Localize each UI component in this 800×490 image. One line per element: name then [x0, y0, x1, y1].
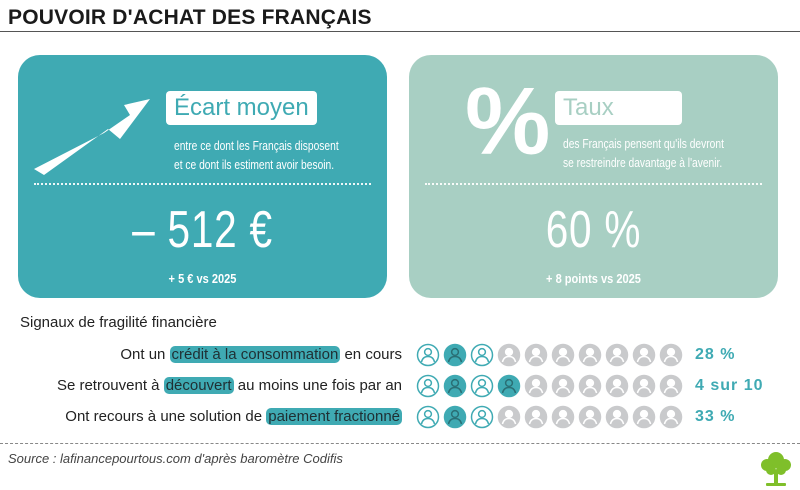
- person-icon: [524, 343, 548, 367]
- signal-value: 28 %: [695, 346, 736, 363]
- person-icon: [605, 374, 629, 398]
- person-icon: [443, 343, 467, 367]
- person-icon: [524, 374, 548, 398]
- rate-desc-line1: des Français pensent qu'ils devront: [563, 137, 724, 151]
- person-icon: [659, 374, 683, 398]
- restriction-rate-card: % Taux des Français pensent qu'ils devro…: [409, 55, 778, 298]
- person-icon: [497, 374, 521, 398]
- average-gap-desc-line1: entre ce dont les Français disposent: [174, 139, 339, 153]
- rate-desc-line2: se restreindre davantage à l'avenir.: [563, 156, 723, 170]
- person-icon: [551, 405, 575, 429]
- signal-label: Ont recours à une solution de paiement f…: [65, 408, 402, 425]
- signal-label-pre: Ont un: [120, 346, 170, 363]
- rate-value: 60 %: [545, 201, 642, 259]
- average-gap-card: Écart moyen entre ce dont les Français d…: [18, 55, 387, 298]
- signal-label-highlight: paiement fractionné: [266, 408, 402, 425]
- signal-value: 33 %: [695, 408, 736, 425]
- person-icon: [416, 405, 440, 429]
- signal-label-pre: Se retrouvent à: [56, 377, 164, 394]
- person-icon: [470, 343, 494, 367]
- rate-label: Taux: [555, 91, 682, 125]
- dotted-divider: [34, 183, 371, 185]
- person-icon: [524, 405, 548, 429]
- rising-arrow-icon: [34, 99, 150, 175]
- signal-label-highlight: découvert: [163, 377, 234, 394]
- person-icon: [632, 374, 656, 398]
- person-icon: [578, 374, 602, 398]
- person-icon: [605, 343, 629, 367]
- person-icon: [605, 405, 629, 429]
- average-gap-description: entre ce dont les Français disposent et …: [174, 137, 339, 175]
- signal-value: 4 sur 10: [695, 377, 764, 394]
- footer-divider: [0, 443, 800, 444]
- person-icons: [416, 343, 683, 367]
- person-icon: [578, 405, 602, 429]
- signal-label-highlight: crédit à la consommation: [169, 346, 341, 363]
- average-gap-label: Écart moyen: [166, 91, 317, 125]
- person-icon: [659, 405, 683, 429]
- signal-label: Ont un crédit à la consommation en cours: [120, 346, 402, 363]
- person-icon: [470, 374, 494, 398]
- person-icon: [632, 343, 656, 367]
- person-icon: [497, 343, 521, 367]
- person-icon: [416, 374, 440, 398]
- person-icon: [632, 405, 656, 429]
- average-gap-desc-line2: et ce dont ils estiment avoir besoin.: [174, 158, 335, 172]
- person-icon: [443, 405, 467, 429]
- rate-description: des Français pensent qu'ils devront se r…: [563, 135, 724, 173]
- person-icon: [416, 343, 440, 367]
- person-icon: [578, 343, 602, 367]
- tree-logo-icon: [761, 452, 791, 486]
- signals-title: Signaux de fragilité financière: [20, 314, 217, 331]
- person-icons: [416, 405, 683, 429]
- rate-change: + 8 points vs 2025: [546, 271, 641, 286]
- person-icon: [551, 343, 575, 367]
- person-icon: [470, 405, 494, 429]
- person-icon: [659, 343, 683, 367]
- signal-label: Se retrouvent à découvert au moins une f…: [57, 377, 402, 394]
- signal-row-overdraft: Se retrouvent à découvert au moins une f…: [0, 374, 800, 400]
- percent-icon: %: [465, 68, 551, 175]
- source-text: Source : lafinancepourtous.com d'après b…: [8, 451, 343, 466]
- title-divider: [0, 31, 800, 32]
- signal-label-pre: Ont recours à une solution de: [65, 408, 267, 425]
- person-icon: [497, 405, 521, 429]
- person-icon: [551, 374, 575, 398]
- signal-label-post: au moins une fois par an: [233, 377, 402, 394]
- person-icons: [416, 374, 683, 398]
- average-gap-value: – 512 €: [132, 201, 273, 259]
- person-icon: [443, 374, 467, 398]
- signal-label-post: en cours: [340, 346, 402, 363]
- signal-row-credit: Ont un crédit à la consommation en cours…: [0, 343, 800, 369]
- signal-row-split-payment: Ont recours à une solution de paiement f…: [0, 405, 800, 431]
- dotted-divider: [425, 183, 762, 185]
- page-title: POUVOIR D'ACHAT DES FRANÇAIS: [8, 6, 372, 29]
- average-gap-change: + 5 € vs 2025: [168, 271, 237, 286]
